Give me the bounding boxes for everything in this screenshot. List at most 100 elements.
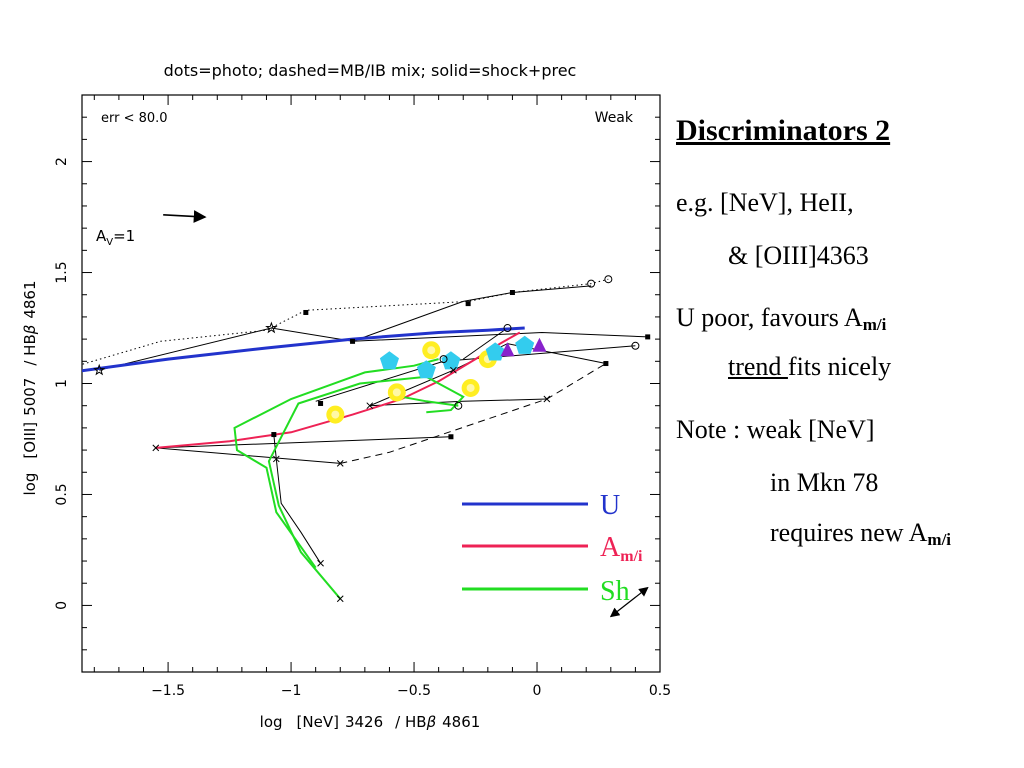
marker-circle: [631, 341, 640, 350]
corner-label-weak: Weak: [595, 110, 634, 126]
y-label-hbwave: 4861: [21, 280, 39, 318]
marker-cross: [336, 595, 344, 603]
data-point-yellow-core: [466, 383, 475, 392]
x-tick-label: −0.5: [397, 683, 431, 699]
marker-cross: [336, 460, 344, 467]
error-double-arrow: [609, 586, 649, 618]
data-point-cyan: [416, 360, 436, 379]
marker-square: [603, 361, 609, 367]
bullet-line-4-text: fits nicely: [787, 352, 892, 381]
x-axis-label: log [NeV] 3426 / HBβ 4861: [260, 713, 481, 731]
marker-square: [645, 334, 651, 340]
marker-circle: [587, 279, 596, 288]
marker-circle: [439, 355, 448, 364]
marker-square: [465, 301, 471, 307]
data-point-cyan: [379, 351, 399, 370]
model-line-14: [233, 358, 439, 569]
marker-circle: [503, 324, 512, 333]
marker-square: [318, 400, 324, 406]
legend: U Am/i Sh: [462, 490, 643, 607]
bullet-line-3: U poor, favours Am/i: [676, 303, 887, 334]
data-point-purple: [532, 337, 547, 352]
marker-cross: [272, 455, 280, 463]
x-label-hbwave: 4861: [442, 713, 480, 731]
av-label: AV=1: [96, 227, 135, 248]
av-label-suffix: =1: [113, 227, 135, 245]
marker-cross: [152, 444, 160, 452]
y-label-species: [OIII]: [21, 422, 39, 459]
bullet-line-3-text: U poor, favours A: [676, 303, 863, 332]
bullet-line-7-sub: m/i: [927, 530, 952, 549]
model-line-7: [155, 436, 451, 449]
data-point-cyan: [441, 351, 461, 370]
corner-label-err: err < 80.0: [101, 111, 168, 126]
model-line-9: [340, 363, 607, 464]
plot-area: [81, 94, 661, 673]
model-line-0: [82, 278, 609, 365]
marker-star: [265, 321, 278, 334]
marker-cross: [450, 366, 457, 374]
bullet-line-2: & [OIII]4363: [728, 241, 869, 270]
marker-square: [303, 309, 309, 315]
plotted-data: [82, 275, 651, 603]
y-label-wave: 5007: [21, 378, 39, 416]
bullet-line-6: in Mkn 78: [770, 468, 879, 497]
y-tick-label: 0: [54, 601, 70, 610]
model-line-3: [462, 327, 508, 360]
marker-cross: [366, 402, 374, 410]
data-point-yellow-core: [427, 346, 436, 355]
data-point-yellow-core: [392, 388, 401, 397]
y-label-beta: β: [21, 324, 39, 335]
bullet-line-5: Note : weak [NeV]: [676, 415, 875, 444]
marker-cross: [543, 395, 551, 403]
x-label-beta: β: [426, 713, 437, 731]
y-tick-label: 0.5: [54, 483, 70, 505]
model-line-2: [352, 285, 592, 342]
model-line-10: [273, 434, 322, 564]
y-label-log: log: [21, 473, 39, 496]
trend-word: trend: [728, 352, 788, 381]
marker-circle: [604, 275, 613, 284]
av-label-a: A: [96, 227, 107, 245]
av-label-sub: V: [106, 237, 113, 248]
y-axis-label: log [OIII] 5007 / HBβ 4861: [21, 280, 39, 495]
bullet-line-1: e.g. [NeV], HeII,: [676, 188, 854, 217]
legend-label-u: U: [600, 490, 620, 521]
model-line-15: [401, 395, 459, 407]
bullet-line-4: trend fits nicely: [728, 354, 891, 380]
y-tick-label: 2: [54, 157, 70, 166]
marker-square: [271, 432, 277, 438]
legend-label-am: Am/i: [600, 532, 643, 565]
reddening-arrow: [163, 210, 207, 223]
x-tick-label: −1: [281, 683, 302, 699]
marker-circle: [454, 401, 463, 410]
y-label-hb: / HB: [21, 334, 39, 365]
model-line-6: [369, 398, 547, 407]
data-point-cyan: [485, 342, 505, 361]
marker-square: [448, 434, 454, 440]
x-tick-label: 0: [533, 683, 542, 699]
bullet-line-7-text: requires new A: [770, 518, 928, 547]
y-tick-label: 1: [54, 379, 70, 388]
bullet-line-7: requires new Am/i: [770, 518, 952, 549]
x-label-hb: / HB: [395, 713, 426, 731]
model-line-13: [267, 375, 465, 600]
legend-label-sh: Sh: [600, 576, 630, 607]
slide-title: Discriminators 2: [676, 114, 891, 147]
x-tick-label: −1.5: [151, 683, 185, 699]
marker-star: [93, 363, 106, 376]
data-point-purple: [500, 342, 515, 357]
x-label-species: [NeV]: [297, 713, 339, 731]
data-point-cyan: [515, 335, 535, 354]
bullet-line-3-sub: m/i: [862, 315, 887, 334]
marker-square: [509, 290, 515, 296]
marker-cross: [317, 559, 324, 567]
data-point-yellow-core: [331, 410, 340, 419]
chart-title: dots=photo; dashed=MB/IB mix; solid=shoc…: [164, 61, 577, 80]
x-tick-label: 0.5: [649, 683, 671, 699]
x-label-log: log: [260, 713, 283, 731]
x-label-wave: 3426: [345, 713, 383, 731]
model-line-1: [99, 327, 648, 371]
marker-square: [350, 338, 356, 344]
